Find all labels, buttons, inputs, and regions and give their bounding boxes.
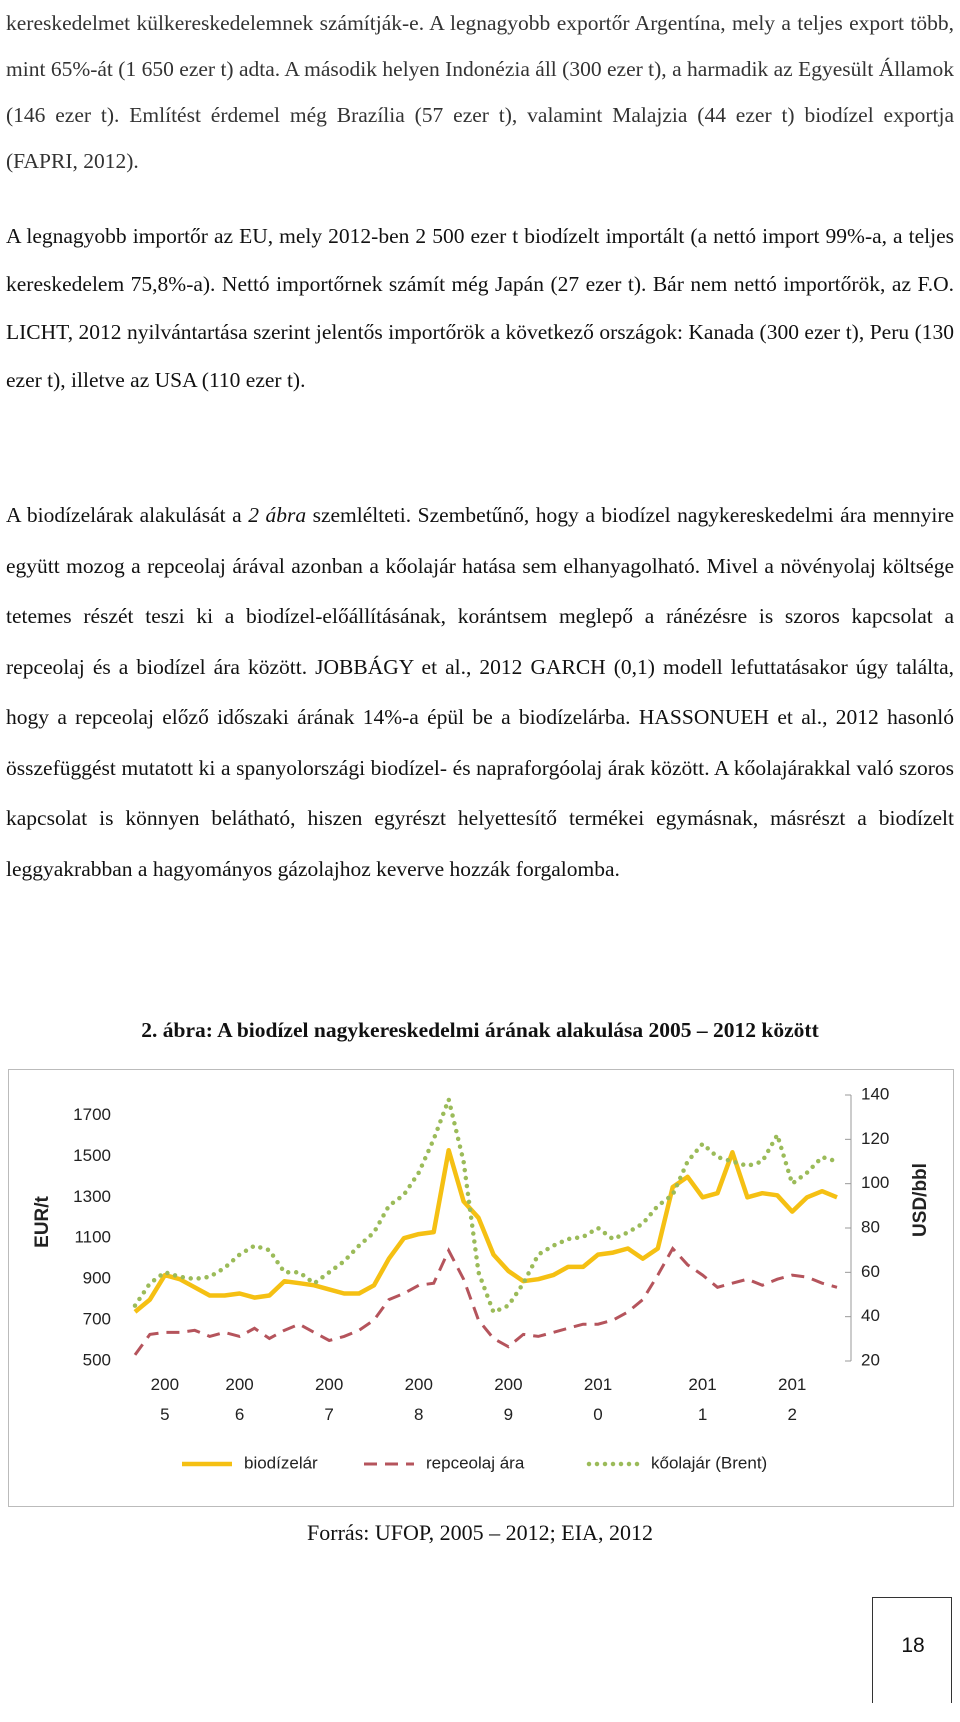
- y2-tick-label: 140: [861, 1084, 889, 1103]
- paragraph: A biodízelárak alakulását a 2 ábra szeml…: [6, 490, 954, 894]
- paragraph: A legnagyobb importőr az EU, mely 2012-b…: [6, 224, 954, 392]
- text: szemlélteti. Szembetűnő, hogy a biodízel…: [6, 503, 955, 881]
- x-tick-label: 2012: [778, 1375, 807, 1424]
- y-tick-label: 1300: [73, 1187, 111, 1206]
- y-tick-label: 1700: [73, 1105, 111, 1124]
- x-tick-label: 2005: [150, 1375, 180, 1424]
- page-number-box: 18: [872, 1597, 952, 1703]
- y2-tick-label: 20: [861, 1350, 880, 1369]
- series-line: [133, 1245, 838, 1356]
- chart-frame: 500 700 900 1100 1300 1500 1700 20 40 60 80 100 120 1…: [8, 1069, 954, 1507]
- page-number: 18: [901, 1634, 925, 1657]
- y-tick-label: 1500: [73, 1146, 111, 1165]
- figure-caption: 2. ábra: A biodízel nagykereskedelmi árá…: [141, 1018, 819, 1042]
- legend-label: repceolaj ára: [426, 1453, 525, 1472]
- x-tick-label: 2009: [494, 1375, 523, 1424]
- y-tick-label: 500: [83, 1350, 111, 1369]
- x-tick-label: 2007: [314, 1375, 344, 1424]
- y2-tick-label: 80: [861, 1217, 880, 1236]
- series-line: [132, 1091, 840, 1316]
- paragraph: kereskedelmet külkereskedelemnek számítj…: [6, 11, 954, 173]
- y2-tick-label: 100: [861, 1173, 889, 1192]
- y-axis-title: EUR/t: [32, 1195, 53, 1247]
- legend-label: kőolajár (Brent): [651, 1453, 767, 1472]
- y2-tick-label: 60: [861, 1262, 880, 1281]
- y2-tick-label: 120: [861, 1129, 889, 1148]
- x-tick-label: 2011: [688, 1375, 717, 1424]
- legend-label: biodízelár: [244, 1453, 318, 1472]
- y2-axis-title: USD/bbl: [910, 1163, 931, 1237]
- x-tick-label: 2006: [225, 1375, 254, 1424]
- y2-tick-label: 40: [861, 1306, 880, 1325]
- figure-source: Forrás: UFOP, 2005 – 2012; EIA, 2012: [307, 1520, 653, 1545]
- chart: 500 700 900 1100 1300 1500 1700 20 40 60 80 100 120 1…: [32, 1084, 931, 1472]
- x-tick-label: 2010: [583, 1375, 613, 1424]
- y-tick-label: 1100: [74, 1228, 111, 1247]
- figure-reference: 2 ábra: [248, 503, 307, 527]
- text: A biodízelárak alakulását a: [6, 503, 242, 527]
- series-line: [133, 1147, 838, 1314]
- x-tick-label: 2008: [404, 1375, 433, 1424]
- y-tick-label: 700: [83, 1310, 111, 1329]
- y-tick-label: 900: [83, 1269, 111, 1288]
